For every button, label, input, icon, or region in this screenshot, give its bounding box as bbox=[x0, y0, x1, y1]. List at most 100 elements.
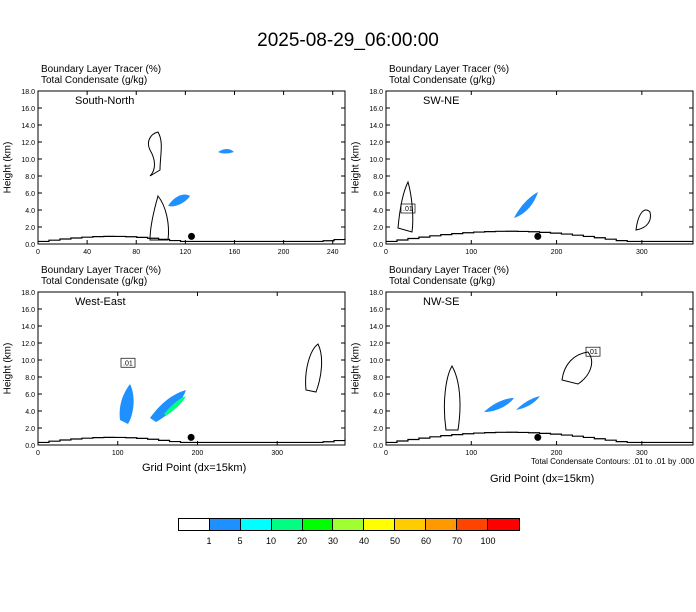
panel-header-2: Boundary Layer Tracer (%) Total Condensa… bbox=[389, 64, 509, 86]
y-tick-label: 16.0 bbox=[369, 106, 383, 113]
panel-title: NW-SE bbox=[423, 296, 459, 308]
y-tick-label: 2.0 bbox=[373, 426, 383, 433]
marker-dot bbox=[534, 433, 542, 441]
y-tick-label: 8.0 bbox=[373, 174, 383, 181]
colorbar-label: 50 bbox=[389, 536, 401, 546]
y-tick-label: 4.0 bbox=[25, 208, 35, 215]
y-tick-label: 4.0 bbox=[373, 409, 383, 416]
colorbar-label: 5 bbox=[237, 536, 243, 546]
y-tick-label: 8.0 bbox=[25, 375, 35, 382]
contour-label: .01 bbox=[588, 349, 598, 356]
plot-frame bbox=[385, 291, 694, 446]
colorbar-label: 40 bbox=[358, 536, 370, 546]
colorbar-label: 30 bbox=[327, 536, 339, 546]
x-tick-label: 200 bbox=[192, 450, 204, 457]
y-tick-label: 16.0 bbox=[21, 307, 35, 314]
marker-dot bbox=[187, 433, 195, 441]
x-tick-label: 0 bbox=[384, 450, 388, 457]
colorbar-label: 60 bbox=[420, 536, 432, 546]
contour-label: .01 bbox=[123, 360, 133, 367]
x-tick-label: 200 bbox=[551, 249, 563, 256]
panel-header-line2: Total Condensate (g/kg) bbox=[41, 75, 148, 86]
colorbar-swatch bbox=[395, 519, 427, 530]
condensate-feature bbox=[443, 365, 461, 431]
condensate-feature bbox=[149, 194, 169, 241]
condensate-feature bbox=[119, 384, 134, 424]
y-tick-label: 2.0 bbox=[25, 225, 35, 232]
x-tick-label: 100 bbox=[465, 450, 477, 457]
marker-dot bbox=[534, 232, 542, 240]
y-tick-label: 2.0 bbox=[25, 426, 35, 433]
y-tick-label: 14.0 bbox=[369, 123, 383, 130]
panel-header-line1: Boundary Layer Tracer (%) bbox=[41, 265, 162, 276]
colorbar-swatch bbox=[457, 519, 488, 530]
y-tick-label: 12.0 bbox=[369, 341, 383, 348]
condensate-feature bbox=[516, 396, 540, 410]
terrain-line bbox=[38, 235, 346, 243]
panel-header-line1: Boundary Layer Tracer (%) bbox=[41, 64, 162, 75]
colorbar-swatch bbox=[209, 519, 241, 530]
panel-header-line1: Boundary Layer Tracer (%) bbox=[389, 64, 510, 75]
colorbar-swatch bbox=[271, 519, 303, 530]
y-tick-label: 12.0 bbox=[21, 341, 35, 348]
x-tick-label: 0 bbox=[384, 249, 388, 256]
colorbar bbox=[178, 518, 520, 531]
contour-label: .01 bbox=[403, 206, 413, 213]
contour-label-box bbox=[585, 346, 601, 357]
condensate-feature bbox=[218, 149, 234, 154]
marker-dot bbox=[188, 232, 195, 240]
x-tick-label: 160 bbox=[229, 249, 241, 256]
colorbar-label: 10 bbox=[265, 536, 277, 546]
y-tick-label: 0.0 bbox=[373, 242, 383, 249]
y-tick-label: 8.0 bbox=[25, 174, 35, 181]
condensate-feature bbox=[635, 209, 651, 231]
y-tick-label: 18.0 bbox=[21, 290, 35, 297]
condensate-feature bbox=[484, 398, 514, 412]
x-axis-label-left: Grid Point (dx=15km) bbox=[142, 462, 247, 474]
y-tick-label: 6.0 bbox=[373, 392, 383, 399]
condensate-feature bbox=[168, 194, 190, 207]
x-tick-label: 100 bbox=[465, 249, 477, 256]
y-tick-label: 18.0 bbox=[21, 89, 35, 96]
y-tick-label: 10.0 bbox=[21, 358, 35, 365]
panel-header-line2: Total Condensate (g/kg) bbox=[389, 75, 496, 86]
terrain-line bbox=[386, 431, 693, 444]
colorbar-label: 20 bbox=[296, 536, 308, 546]
x-tick-label: 120 bbox=[180, 249, 192, 256]
colorbar-label: 100 bbox=[480, 536, 496, 546]
chart-title: 2025-08-29_06:00:00 bbox=[257, 30, 439, 51]
plot-frame bbox=[37, 90, 346, 245]
y-tick-label: 10.0 bbox=[369, 157, 383, 164]
plot-frame bbox=[37, 291, 346, 446]
condensate-feature bbox=[164, 396, 186, 416]
colorbar-swatch bbox=[240, 519, 272, 530]
condensate-feature bbox=[305, 343, 323, 393]
x-tick-label: 0 bbox=[36, 249, 40, 256]
y-tick-label: 0.0 bbox=[25, 242, 35, 249]
panel-header-line2: Total Condensate (g/kg) bbox=[41, 276, 148, 287]
contour-label-box bbox=[400, 203, 416, 214]
y-tick-label: 12.0 bbox=[21, 140, 35, 147]
x-tick-label: 80 bbox=[132, 249, 140, 256]
panel-title: SW-NE bbox=[423, 95, 459, 107]
x-tick-label: 300 bbox=[636, 450, 648, 457]
x-tick-label: 40 bbox=[83, 249, 91, 256]
y-tick-label: 6.0 bbox=[25, 392, 35, 399]
y-tick-label: 16.0 bbox=[21, 106, 35, 113]
colorbar-swatch bbox=[333, 519, 365, 530]
x-tick-label: 0 bbox=[36, 450, 40, 457]
panel-header-3: Boundary Layer Tracer (%) Total Condensa… bbox=[41, 265, 161, 287]
y-tick-label: 4.0 bbox=[373, 208, 383, 215]
y-tick-label: 0.0 bbox=[25, 443, 35, 450]
condensate-feature bbox=[150, 390, 186, 422]
condensate-feature bbox=[514, 192, 538, 218]
colorbar-swatch bbox=[302, 519, 334, 530]
colorbar-swatch bbox=[487, 519, 519, 530]
plot-frame bbox=[385, 90, 694, 245]
panel-header-4: Boundary Layer Tracer (%) Total Condensa… bbox=[389, 265, 509, 287]
panel-title: West-East bbox=[75, 296, 126, 308]
y-tick-label: 4.0 bbox=[25, 409, 35, 416]
colorbar-swatch bbox=[179, 519, 210, 530]
y-tick-label: 14.0 bbox=[369, 324, 383, 331]
